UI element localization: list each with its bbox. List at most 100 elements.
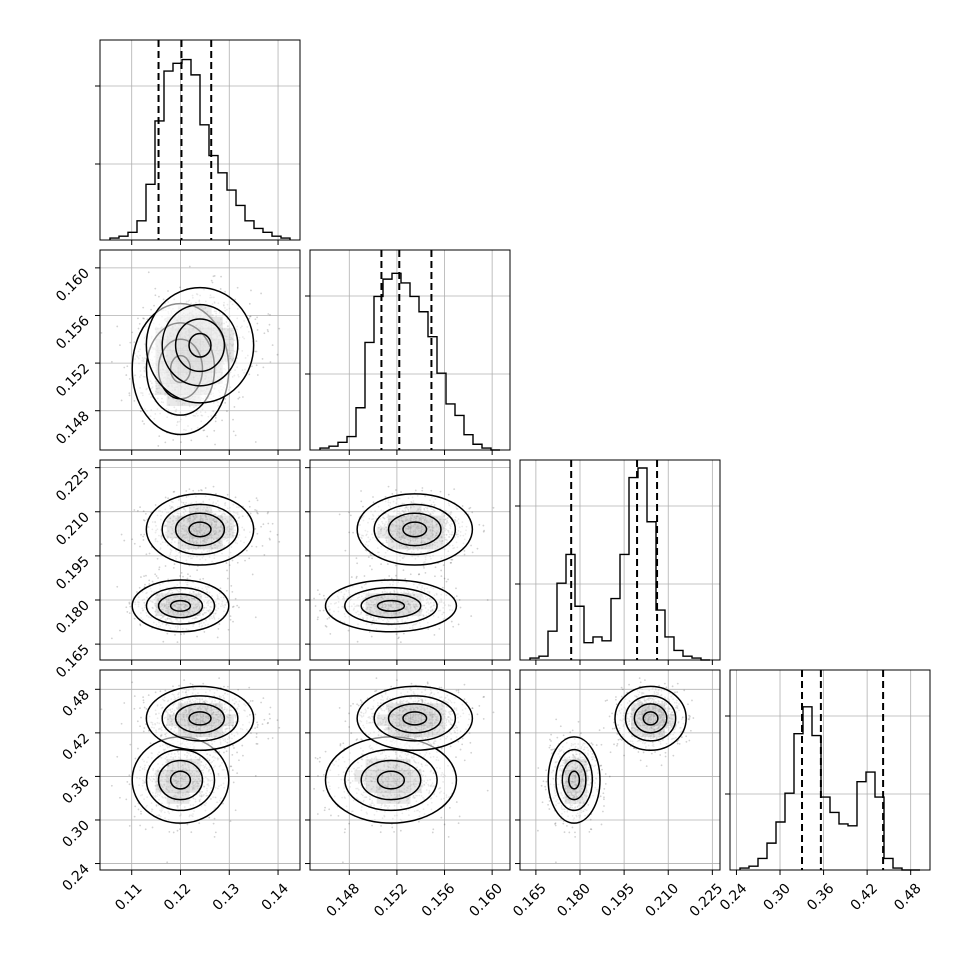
sample-point <box>234 434 237 437</box>
sample-point <box>368 631 371 633</box>
sample-point <box>367 556 370 559</box>
sample-point <box>440 569 443 572</box>
sample-point <box>197 489 200 492</box>
sample-point <box>394 564 397 567</box>
sample-point <box>329 632 332 635</box>
sample-point <box>486 599 489 601</box>
sample-point <box>137 317 139 320</box>
sample-point <box>370 635 373 638</box>
sample-point <box>139 506 141 509</box>
sample-point <box>350 576 353 578</box>
sample-point <box>404 577 407 580</box>
sample-point <box>256 532 259 535</box>
sample-point <box>422 565 425 567</box>
sample-point <box>254 527 257 530</box>
sample-point <box>120 399 123 402</box>
sample-point <box>441 586 444 589</box>
sample-point <box>232 430 235 433</box>
sample-point <box>202 429 205 432</box>
sample-point <box>449 562 452 564</box>
sample-point <box>128 612 131 614</box>
sample-point <box>360 500 363 503</box>
histogram-step-1 <box>319 272 500 451</box>
sample-point <box>266 512 269 515</box>
sample-point <box>369 565 371 567</box>
sample-point <box>268 537 271 540</box>
sample-point <box>139 623 141 626</box>
sample-point <box>234 298 237 301</box>
density-2-1 <box>313 485 495 643</box>
sample-point <box>317 616 319 619</box>
sample-point <box>210 279 213 282</box>
sample-point <box>196 569 199 572</box>
sample-point <box>236 561 239 564</box>
sample-point <box>256 511 259 514</box>
sample-point <box>219 587 222 590</box>
sample-point <box>196 635 198 638</box>
hist-panel-3 <box>730 670 930 870</box>
sample-point <box>349 514 352 517</box>
sample-point <box>261 357 264 360</box>
sample-point <box>390 577 393 580</box>
sample-point <box>237 397 240 400</box>
sample-point <box>482 530 485 533</box>
sample-point <box>142 535 145 538</box>
sample-point <box>266 328 269 331</box>
contour-level-3 <box>188 332 212 358</box>
sample-point <box>244 559 246 562</box>
sample-point <box>167 290 169 292</box>
sample-point <box>447 578 449 581</box>
sample-point <box>231 590 234 593</box>
sample-point <box>478 523 481 526</box>
sample-point <box>214 420 217 423</box>
sample-point <box>255 545 258 548</box>
sample-point <box>248 505 251 508</box>
sample-point <box>260 292 262 295</box>
sample-point <box>254 350 257 353</box>
sample-point <box>371 557 374 560</box>
sample-point <box>319 609 321 612</box>
sample-point <box>256 316 259 319</box>
sample-point <box>344 549 347 552</box>
sample-point <box>154 294 157 297</box>
sample-point <box>162 640 165 643</box>
sample-point <box>164 565 167 567</box>
sample-point <box>131 331 134 334</box>
sample-point <box>119 629 121 632</box>
contour-level-1 <box>161 503 239 556</box>
sample-point <box>224 398 227 400</box>
sample-point <box>158 568 161 571</box>
sample-point <box>174 633 176 636</box>
sample-point <box>248 557 251 560</box>
sample-point <box>213 275 216 277</box>
sample-point <box>228 564 231 567</box>
contour-level-1 <box>145 586 216 625</box>
sample-point <box>267 313 270 315</box>
contour-level-2 <box>157 593 204 619</box>
sample-point <box>142 539 145 541</box>
sample-point <box>138 322 141 325</box>
histogram-step-2 <box>529 467 710 661</box>
sample-point <box>254 508 257 511</box>
sample-point <box>142 510 145 513</box>
sample-point <box>471 551 474 554</box>
sample-point <box>417 573 420 576</box>
sample-point <box>254 441 257 443</box>
sample-point <box>250 545 253 548</box>
sample-point <box>267 511 270 514</box>
sample-point <box>133 542 136 545</box>
sample-point <box>140 533 142 536</box>
sample-point <box>173 490 176 493</box>
sample-point <box>119 344 121 346</box>
sample-point <box>229 618 232 621</box>
sample-point <box>255 497 258 500</box>
sample-point <box>402 632 405 635</box>
sample-point <box>476 547 479 550</box>
sample-point <box>206 435 209 438</box>
sample-point <box>143 533 146 536</box>
sample-point <box>356 640 359 643</box>
sample-point <box>438 627 441 630</box>
hist-panel-1 <box>310 250 510 450</box>
sample-point <box>154 504 157 506</box>
sample-point <box>249 315 251 318</box>
